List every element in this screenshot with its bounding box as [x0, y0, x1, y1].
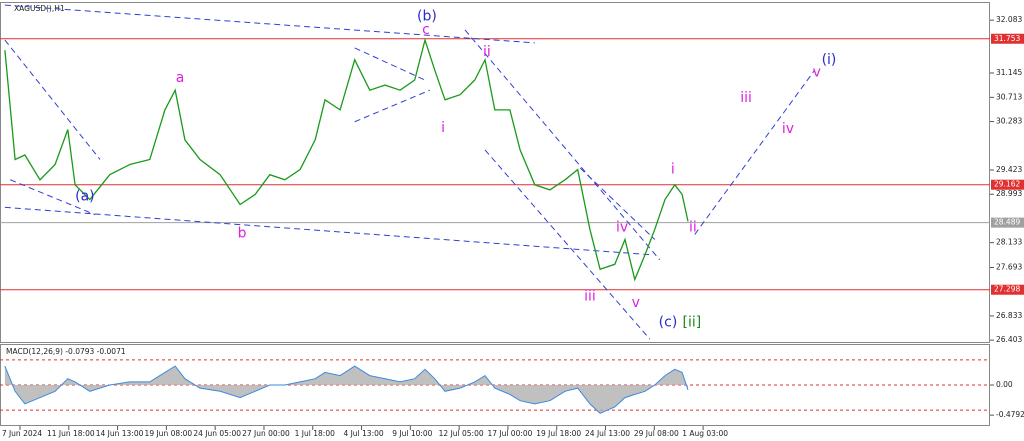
y-tick-label: 28.133: [996, 238, 1022, 247]
y-tick-label: 29.423: [996, 165, 1022, 174]
wave-label: iii: [740, 90, 752, 106]
x-tick-label: 11 Jun 18:00: [47, 429, 95, 438]
y-tick-label: 30.713: [996, 92, 1022, 101]
wave-label: iv: [616, 220, 628, 236]
wave-label: c: [422, 22, 430, 38]
trend-line: [354, 89, 431, 123]
wave-label: iv: [782, 121, 794, 137]
price-frame: [0, 2, 990, 343]
trend-line: [4, 206, 650, 256]
x-tick-label: 29 Jul 08:00: [634, 429, 679, 438]
macd-area: [4, 366, 688, 414]
trend-line: [484, 149, 651, 340]
wave-label: i: [441, 120, 445, 136]
chart-title: XAGUSD(),H1: [14, 4, 65, 13]
x-tick-label: 17 Jul 00:00: [487, 429, 532, 438]
x-tick-label: 9 Jul 10:00: [392, 429, 432, 438]
y-tick-label: 0.00: [996, 380, 1013, 389]
wave-label: [ii]: [683, 314, 702, 330]
macd-line: [4, 365, 689, 414]
wave-label: (a): [75, 189, 95, 205]
y-tick-label: 28.993: [996, 189, 1022, 198]
x-tick-label: 1 Aug 03:00: [682, 429, 728, 438]
level-label: 29.162: [994, 180, 1020, 189]
y-tick-label: 26.403: [996, 335, 1022, 344]
trend-line: [579, 167, 656, 240]
wave-label: i: [671, 162, 675, 178]
x-tick-label: 24 Jun 05:00: [193, 429, 241, 438]
x-tick-label: 12 Jul 05:00: [439, 429, 484, 438]
wave-label: a: [176, 70, 185, 86]
level-box: [991, 284, 1024, 295]
wave-label: iii: [584, 288, 596, 304]
trend-line: [10, 179, 96, 216]
wave-label: (b): [417, 8, 437, 24]
trend-line: [4, 4, 535, 44]
x-tick-label: 19 Jul 18:00: [536, 429, 581, 438]
y-tick-label: 27.693: [996, 262, 1022, 271]
trend-line: [694, 69, 816, 235]
wave-label: b: [238, 225, 247, 241]
trend-line: [4, 39, 101, 160]
wave-label: ii: [689, 220, 697, 236]
level-label: 31.753: [994, 34, 1020, 43]
wave-label: v: [632, 295, 640, 311]
y-tick-label: -0.4792: [996, 410, 1024, 419]
wave-label: v: [813, 65, 821, 81]
x-tick-label: 19 Jun 08:00: [145, 429, 193, 438]
x-tick-label: 24 Jul 13:00: [585, 429, 630, 438]
macd-title: MACD(12,26,9) -0.0793 -0.0071: [6, 347, 126, 356]
x-tick-label: 1 Jul 18:00: [295, 429, 335, 438]
x-tick-label: 14 Jun 13:00: [96, 429, 144, 438]
level-box: [991, 179, 1024, 190]
level-box: [991, 33, 1024, 44]
y-tick-label: 30.283: [996, 117, 1022, 126]
wave-label: ii: [483, 44, 491, 60]
trend-line: [464, 29, 661, 261]
y-tick-label: 32.083: [996, 15, 1022, 24]
y-tick-label: 26.833: [996, 311, 1022, 320]
wave-label: (i): [822, 52, 837, 68]
trend-line: [354, 47, 426, 81]
level-label: 28.489: [994, 218, 1020, 227]
x-tick-label: 27 Jun 00:00: [242, 429, 290, 438]
level-box: [991, 217, 1024, 228]
price-line: [4, 37, 689, 282]
y-tick-label: 31.145: [996, 68, 1022, 77]
level-label: 27.298: [994, 285, 1020, 294]
x-tick-label: 7 Jun 2024: [2, 429, 43, 438]
wave-label: (c): [659, 314, 678, 330]
x-tick-label: 4 Jul 13:00: [343, 429, 383, 438]
